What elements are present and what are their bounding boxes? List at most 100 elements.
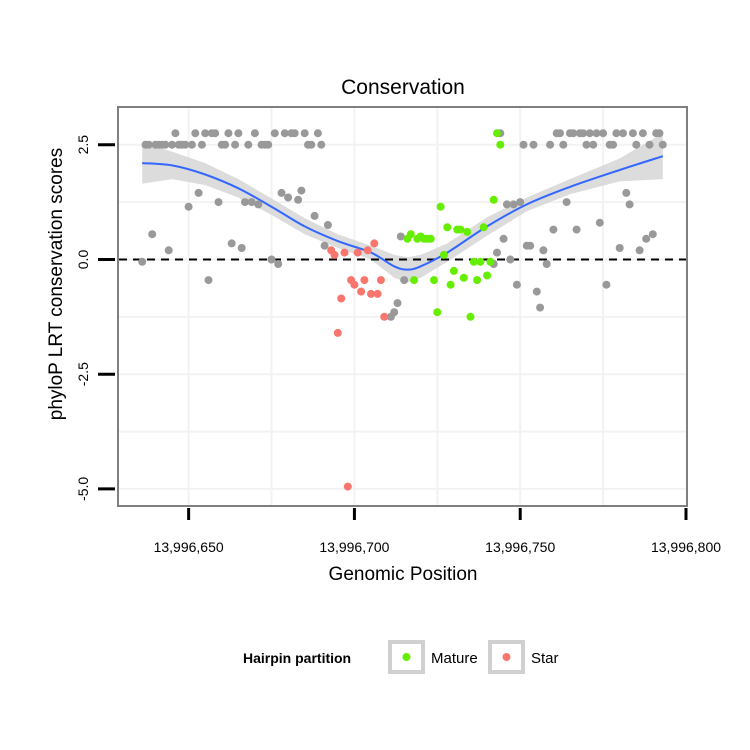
- point-other: [317, 140, 326, 149]
- point-other: [323, 221, 332, 229]
- point-other: [161, 140, 170, 149]
- y-tick-label: -2.5: [75, 362, 91, 386]
- point-other: [224, 129, 233, 138]
- point-star: [353, 248, 362, 257]
- point-other: [592, 129, 601, 138]
- point-mature: [473, 276, 482, 285]
- point-other: [619, 129, 627, 138]
- point-star: [380, 312, 389, 321]
- point-mature: [469, 257, 478, 266]
- chart-title: Conservation: [341, 76, 465, 99]
- point-mature: [449, 266, 458, 275]
- point-other: [171, 129, 180, 138]
- legend-dot-star: [502, 653, 511, 661]
- x-tick-label: 13,996,650: [154, 539, 224, 555]
- y-axis-label: phyloP LRT conservation scores: [46, 148, 67, 421]
- point-other: [254, 200, 263, 209]
- x-tick-label: 13,996,800: [651, 539, 721, 555]
- point-star: [330, 250, 339, 259]
- point-other: [194, 188, 203, 197]
- point-other: [214, 198, 223, 207]
- point-other: [519, 140, 528, 149]
- point-other: [549, 225, 558, 234]
- point-star: [363, 246, 372, 255]
- point-other: [559, 140, 568, 149]
- point-other: [625, 200, 634, 209]
- point-mature: [486, 257, 495, 266]
- point-other: [274, 260, 283, 268]
- smooth-line: [142, 155, 664, 271]
- point-other: [635, 246, 644, 255]
- point-other: [622, 188, 631, 197]
- point-mature: [406, 230, 415, 239]
- point-other: [502, 200, 511, 209]
- point-star: [340, 248, 349, 257]
- legend: Hairpin partition Mature Star: [243, 640, 559, 674]
- point-other: [204, 276, 213, 285]
- point-other: [264, 140, 273, 149]
- smooth-line-layer: [142, 155, 664, 271]
- legend-title: Hairpin partition: [243, 650, 351, 666]
- point-mature: [410, 276, 419, 285]
- point-mature: [456, 225, 465, 234]
- axes: 13,996,650 13,996,700 13,996,750 13,996,800…: [75, 135, 721, 555]
- point-other: [532, 287, 541, 296]
- point-other: [148, 230, 157, 239]
- point-mature: [443, 223, 452, 232]
- point-other: [201, 129, 210, 138]
- legend-label-mature: Mature: [431, 650, 478, 667]
- point-other: [612, 129, 621, 138]
- point-other: [164, 246, 173, 255]
- point-other: [648, 230, 657, 239]
- point-star: [360, 276, 369, 285]
- point-star: [343, 482, 352, 491]
- legend-dot-mature: [402, 653, 411, 661]
- point-other: [237, 244, 246, 252]
- point-other: [231, 140, 240, 149]
- point-other: [658, 140, 667, 149]
- point-other: [536, 303, 545, 312]
- point-other: [579, 129, 588, 138]
- point-mature: [426, 234, 435, 243]
- point-other: [390, 308, 399, 317]
- point-other: [300, 129, 309, 138]
- point-mature: [466, 312, 475, 321]
- point-mature: [459, 273, 468, 282]
- point-other: [632, 140, 641, 149]
- point-other: [645, 140, 654, 149]
- point-other: [638, 129, 647, 138]
- point-other: [144, 140, 153, 149]
- point-mature: [489, 195, 498, 204]
- x-axis-label: Genomic Position: [329, 564, 478, 585]
- points-layer: [138, 129, 667, 491]
- point-other: [280, 129, 289, 138]
- point-other: [655, 129, 664, 138]
- point-other: [138, 257, 147, 266]
- point-other: [599, 129, 608, 138]
- point-other: [277, 188, 286, 197]
- point-other: [307, 140, 316, 149]
- point-other: [396, 232, 405, 241]
- point-other: [546, 140, 555, 149]
- point-other: [506, 255, 515, 264]
- point-other: [569, 129, 578, 138]
- point-other: [628, 129, 637, 138]
- point-star: [373, 289, 382, 298]
- point-other: [615, 244, 624, 252]
- point-other: [642, 234, 651, 243]
- point-other: [585, 129, 594, 138]
- y-tick-label: -5.0: [75, 477, 91, 501]
- point-star: [367, 289, 375, 298]
- point-other: [572, 225, 581, 234]
- point-other: [197, 140, 206, 149]
- point-other: [247, 198, 256, 207]
- point-mature: [433, 308, 442, 317]
- grid: [119, 108, 686, 505]
- point-other: [270, 129, 279, 138]
- point-star: [337, 294, 346, 303]
- x-tick-label: 13,996,700: [319, 539, 389, 555]
- x-tick-label: 13,996,750: [485, 539, 555, 555]
- point-mature: [493, 129, 501, 138]
- point-other: [267, 255, 276, 264]
